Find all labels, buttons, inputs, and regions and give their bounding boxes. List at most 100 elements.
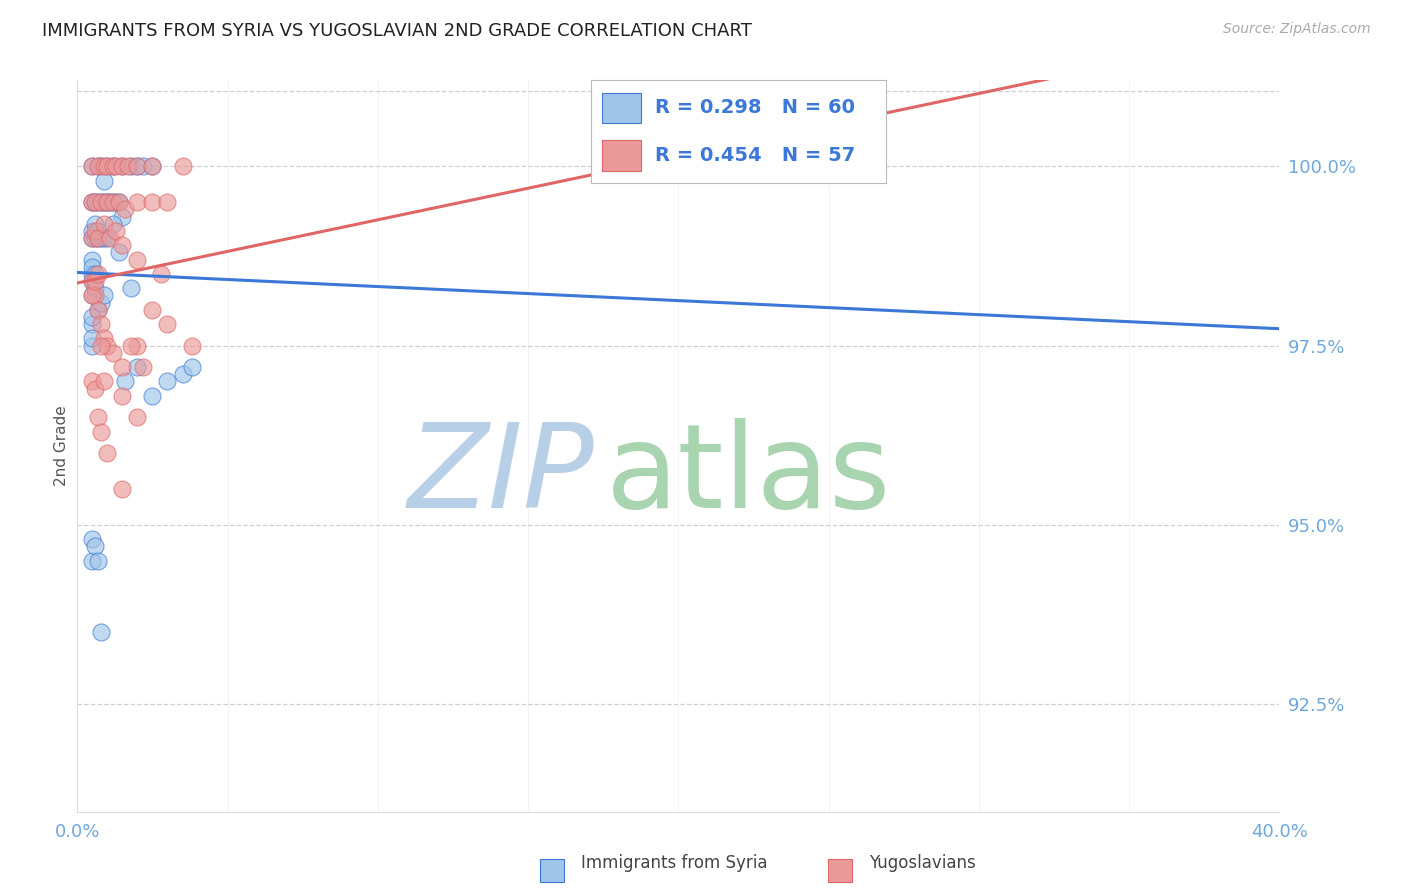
Point — [100, 231, 122, 245]
Point — [172, 159, 194, 173]
Point — [132, 159, 155, 173]
Point — [103, 195, 125, 210]
Point — [90, 195, 112, 210]
Point — [111, 389, 134, 403]
Text: R = 0.454   N = 57: R = 0.454 N = 57 — [655, 145, 856, 165]
Point — [111, 210, 134, 224]
Point — [120, 159, 142, 173]
Point — [90, 317, 112, 331]
Point — [141, 389, 163, 403]
Point — [172, 368, 194, 382]
Point — [141, 195, 163, 210]
Point — [103, 217, 125, 231]
Point — [180, 338, 202, 352]
Point — [82, 252, 104, 267]
Point — [84, 231, 107, 245]
Point — [93, 159, 115, 173]
Point — [150, 267, 173, 281]
Point — [87, 267, 110, 281]
Point — [127, 360, 149, 375]
Point — [96, 159, 118, 173]
Point — [96, 195, 118, 210]
Point — [108, 195, 131, 210]
Point — [82, 274, 104, 288]
Point — [87, 410, 110, 425]
Point — [141, 302, 163, 317]
Point — [96, 159, 118, 173]
Point — [96, 231, 118, 245]
Point — [82, 533, 104, 547]
Text: Immigrants from Syria: Immigrants from Syria — [581, 855, 768, 872]
Text: ZIP: ZIP — [408, 418, 595, 533]
Y-axis label: 2nd Grade: 2nd Grade — [53, 406, 69, 486]
Point — [96, 446, 118, 460]
Point — [82, 224, 104, 238]
Point — [120, 338, 142, 352]
FancyBboxPatch shape — [602, 140, 641, 170]
Point — [93, 288, 115, 302]
FancyBboxPatch shape — [540, 859, 564, 882]
Point — [156, 195, 179, 210]
Text: atlas: atlas — [606, 417, 891, 533]
Point — [103, 159, 125, 173]
Point — [156, 317, 179, 331]
Point — [87, 302, 110, 317]
Point — [111, 360, 134, 375]
Point — [84, 195, 107, 210]
Point — [84, 217, 107, 231]
Point — [87, 231, 110, 245]
Point — [82, 195, 104, 210]
Point — [132, 360, 155, 375]
Point — [105, 159, 128, 173]
Point — [84, 195, 107, 210]
Point — [82, 554, 104, 568]
Point — [105, 195, 128, 210]
Point — [108, 245, 131, 260]
Point — [93, 375, 115, 389]
Point — [82, 195, 104, 210]
Point — [90, 425, 112, 439]
Point — [84, 281, 107, 295]
Point — [87, 224, 110, 238]
Point — [93, 174, 115, 188]
Point — [96, 195, 118, 210]
Point — [103, 345, 125, 359]
Point — [84, 274, 107, 288]
Point — [156, 375, 179, 389]
Point — [111, 159, 134, 173]
Point — [111, 159, 134, 173]
Point — [84, 382, 107, 396]
Point — [82, 274, 104, 288]
Point — [87, 159, 110, 173]
Point — [114, 375, 136, 389]
Point — [141, 159, 163, 173]
Point — [180, 360, 202, 375]
Point — [84, 267, 107, 281]
Point — [87, 159, 110, 173]
Point — [87, 554, 110, 568]
Point — [93, 231, 115, 245]
Point — [96, 195, 118, 210]
Point — [127, 159, 149, 173]
Point — [111, 238, 134, 252]
Point — [84, 224, 107, 238]
Point — [90, 195, 112, 210]
Point — [100, 195, 122, 210]
Point — [127, 252, 149, 267]
Point — [87, 231, 110, 245]
Point — [90, 159, 112, 173]
Text: IMMIGRANTS FROM SYRIA VS YUGOSLAVIAN 2ND GRADE CORRELATION CHART: IMMIGRANTS FROM SYRIA VS YUGOSLAVIAN 2ND… — [42, 22, 752, 40]
Point — [120, 281, 142, 295]
Point — [82, 375, 104, 389]
Point — [108, 195, 131, 210]
Point — [87, 302, 110, 317]
Point — [90, 338, 112, 352]
Point — [87, 195, 110, 210]
Point — [82, 310, 104, 324]
Point — [90, 295, 112, 310]
Point — [90, 231, 112, 245]
FancyBboxPatch shape — [602, 93, 641, 123]
Point — [117, 159, 139, 173]
Point — [84, 540, 107, 554]
Point — [82, 260, 104, 274]
